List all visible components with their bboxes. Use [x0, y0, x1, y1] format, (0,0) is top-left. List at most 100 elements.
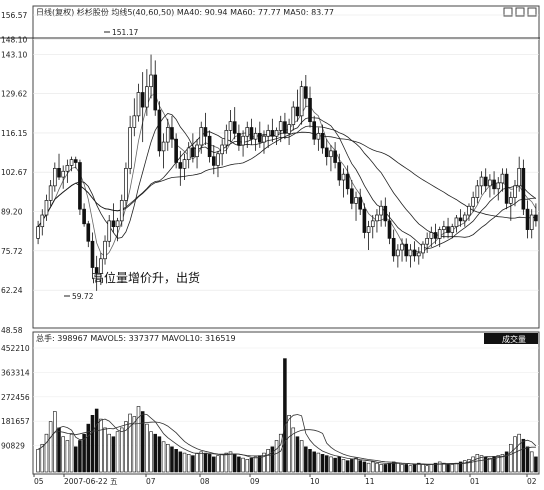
volume-bar: [375, 462, 379, 473]
candle: [379, 200, 383, 227]
candle: [383, 197, 388, 227]
candle-body: [304, 86, 308, 99]
volume-bar: [308, 449, 312, 473]
volume-moving-averages: [37, 413, 537, 466]
candle-body: [287, 124, 291, 134]
candle-body: [140, 92, 145, 108]
price-panel-frame: [32, 5, 540, 329]
candle: [182, 153, 187, 181]
volume-bar: [94, 408, 99, 473]
volume-bar: [442, 462, 446, 473]
volume-bar: [170, 446, 174, 473]
volume-tick-4: 90829: [1, 442, 25, 451]
candle: [391, 229, 396, 262]
candle-body: [228, 121, 233, 131]
volume-bar: [199, 451, 204, 473]
low-value-label: 59.72: [72, 292, 94, 301]
window-close-icon[interactable]: [527, 7, 537, 17]
window-maximize-icon[interactable]: [515, 7, 525, 17]
candle-body: [521, 167, 526, 210]
candle: [266, 124, 270, 148]
candle: [291, 101, 296, 131]
volume-panel-frame: [32, 331, 540, 475]
volume-bar: [266, 449, 270, 473]
candle-body: [291, 106, 296, 125]
volume-bar: [417, 462, 421, 473]
candle: [433, 223, 438, 245]
high-value-label: 151.17: [112, 28, 138, 37]
candle-body: [362, 208, 367, 233]
candle-body: [61, 170, 66, 178]
candle: [253, 127, 258, 151]
candle: [316, 127, 321, 151]
candle: [61, 165, 66, 189]
volume-bar: [396, 462, 400, 473]
candle-body: [462, 214, 467, 222]
candle-body: [345, 173, 350, 190]
candle-body: [94, 267, 99, 274]
volume-tick-0: 452210: [1, 344, 30, 353]
volume-bar: [203, 452, 208, 473]
candle: [90, 232, 95, 280]
candle-body: [500, 173, 505, 184]
volume-bar: [40, 443, 45, 473]
candle: [186, 142, 191, 169]
candle-body: [82, 208, 86, 225]
volume-bar: [44, 433, 49, 473]
time-tick-1: 2007-06-22 五: [64, 477, 118, 486]
volume-tick-1: 363314: [1, 368, 30, 377]
volume-bar: [136, 406, 141, 473]
volume-bar: [366, 462, 371, 473]
candle-body: [165, 127, 170, 143]
candle: [488, 174, 492, 198]
volume-bar: [467, 459, 471, 473]
candle-body: [274, 130, 279, 137]
volume-bar: [253, 456, 258, 473]
volume-bar: [337, 456, 342, 473]
candle-body: [354, 197, 358, 204]
time-tick-0: 05: [34, 477, 44, 486]
volume-bar: [429, 464, 434, 473]
candle: [287, 118, 291, 146]
candle: [416, 247, 421, 265]
candle-body: [103, 240, 107, 260]
volume-bar: [387, 462, 392, 473]
price-gridlines: [33, 14, 539, 331]
volume-bar: [475, 454, 480, 473]
candle-body: [450, 226, 455, 233]
candle: [437, 226, 442, 248]
volume-bar: [312, 451, 316, 473]
candle-body: [216, 153, 220, 166]
candle: [329, 145, 333, 172]
vol-ma-5: [37, 413, 537, 466]
volume-bar: [500, 454, 505, 473]
candle: [237, 124, 241, 151]
volume-bar: [404, 464, 408, 473]
candle-body: [504, 173, 509, 204]
candle: [475, 180, 480, 204]
time-tick-9: 02: [527, 477, 537, 486]
candle-body: [262, 135, 266, 143]
candle: [274, 127, 279, 146]
candle: [308, 86, 312, 128]
candle-body: [211, 156, 216, 166]
volume-bar: [463, 460, 467, 473]
time-tick-8: 01: [470, 477, 480, 486]
volume-bar: [287, 414, 291, 473]
candle: [65, 159, 70, 183]
volume-bar: [362, 461, 367, 473]
volume-bar: [504, 451, 509, 473]
price-legend: 日线(复权) 杉杉股份 均线5(40,60,50) MA40: 90.94 MA…: [36, 7, 334, 17]
window-restore-icon[interactable]: [503, 7, 513, 17]
candle: [249, 118, 254, 146]
candle: [161, 133, 166, 169]
volume-bar: [525, 446, 530, 473]
volume-bar: [115, 431, 120, 473]
volume-bar: [299, 440, 304, 473]
candle: [170, 115, 174, 148]
candle-body: [220, 144, 224, 155]
volume-bar: [320, 454, 325, 473]
candle: [203, 112, 208, 146]
volume-bar: [36, 449, 40, 473]
candle-body: [308, 97, 312, 123]
